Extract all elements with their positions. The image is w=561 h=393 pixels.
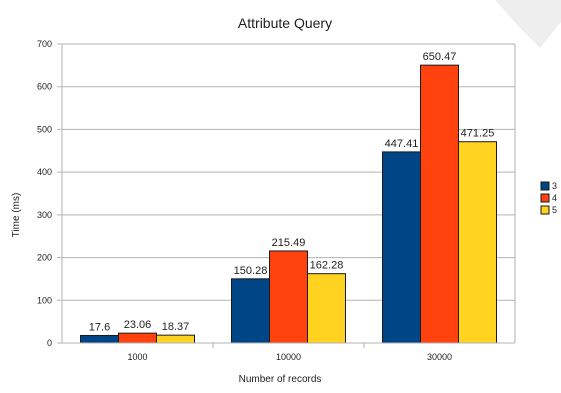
data-label: 150.28	[234, 265, 268, 277]
bar-series-4-1000	[118, 332, 157, 344]
data-label: 162.28	[310, 260, 344, 272]
data-label: 23.06	[124, 319, 152, 331]
bar-series-3-10000	[231, 278, 270, 344]
data-label: 447.41	[385, 138, 419, 150]
data-label: 18.37	[162, 321, 190, 333]
y-tick-label: 700	[37, 39, 52, 49]
legend-label: 4	[552, 193, 557, 203]
y-tick-label: 200	[37, 253, 52, 263]
data-label: 471.25	[461, 128, 495, 140]
chart-title: Attribute Query	[238, 15, 332, 31]
data-label: 215.49	[272, 237, 306, 249]
y-tick-label: 100	[37, 295, 52, 305]
legend: 3 4 5	[540, 181, 557, 215]
data-label: 17.6	[89, 321, 110, 333]
y-tick-labels: 0 100 200 300 400 500 600 700	[37, 39, 52, 348]
bar-series-5-10000	[307, 273, 346, 344]
y-tick-label: 600	[37, 82, 52, 92]
bars: 17.6 23.06 18.37 150.28 215.49 162.28 447.41 65…	[62, 51, 515, 344]
x-tick-label: 1000	[127, 352, 147, 362]
legend-label: 3	[552, 181, 557, 191]
bar-series-4-10000	[269, 250, 308, 344]
legend-swatch-5	[540, 205, 550, 215]
y-axis-label: Time (ms)	[11, 193, 22, 238]
legend-swatch-4	[540, 193, 550, 203]
bar-series-5-30000	[458, 141, 497, 344]
bar-series-3-30000	[382, 151, 421, 344]
bar-series-5-1000	[156, 334, 195, 344]
y-tick-label: 300	[37, 210, 52, 220]
y-tick-label: 400	[37, 167, 52, 177]
y-tick-label: 500	[37, 124, 52, 134]
legend-label: 5	[552, 205, 557, 215]
bar-series-4-30000	[420, 64, 459, 344]
y-tick-label: 0	[47, 338, 52, 348]
gridlines	[57, 43, 516, 348]
x-tick-labels: 1000 10000 30000	[127, 352, 452, 362]
bar-series-3-1000	[80, 334, 119, 344]
page-curl-decoration	[495, 0, 561, 48]
legend-swatch-3	[540, 181, 550, 191]
x-axis-label: Number of records	[239, 374, 322, 385]
x-tick-label: 10000	[276, 352, 301, 362]
x-tick-label: 30000	[427, 352, 452, 362]
data-label: 650.47	[423, 51, 457, 63]
